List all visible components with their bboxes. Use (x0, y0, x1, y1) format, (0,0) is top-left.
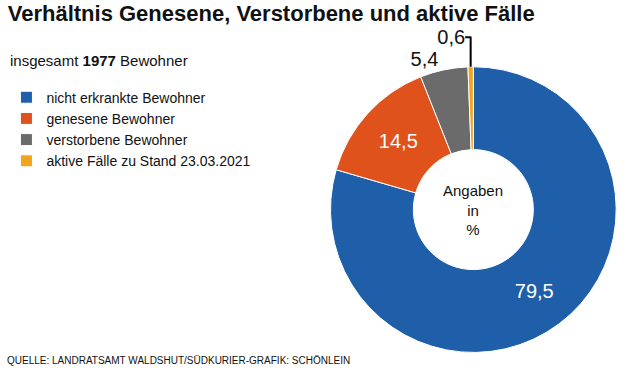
svg-text:verstorbene Bewohner: verstorbene Bewohner (46, 132, 187, 148)
svg-text:aktive Fälle zu Stand 23.03.20: aktive Fälle zu Stand 23.03.2021 (46, 153, 250, 169)
svg-text:QUELLE: LANDRATSAMT WALDSHUT/S: QUELLE: LANDRATSAMT WALDSHUT/SÜDKURIER-G… (7, 355, 350, 366)
svg-text:79,5: 79,5 (515, 280, 554, 302)
svg-text:Verhältnis Genesene, Verstorbe: Verhältnis Genesene, Verstorbene und akt… (8, 1, 535, 26)
svg-text:nicht erkrankte Bewohner: nicht erkrankte Bewohner (46, 90, 205, 106)
svg-text:Angabenin%: Angabenin% (443, 182, 503, 238)
svg-text:5,4: 5,4 (411, 48, 439, 70)
svg-text:0,6: 0,6 (437, 26, 465, 48)
svg-text:14,5: 14,5 (379, 130, 418, 152)
svg-text:insgesamt 1977 Bewohner: insgesamt 1977 Bewohner (10, 52, 188, 69)
svg-text:genesene Bewohner: genesene Bewohner (46, 111, 175, 127)
